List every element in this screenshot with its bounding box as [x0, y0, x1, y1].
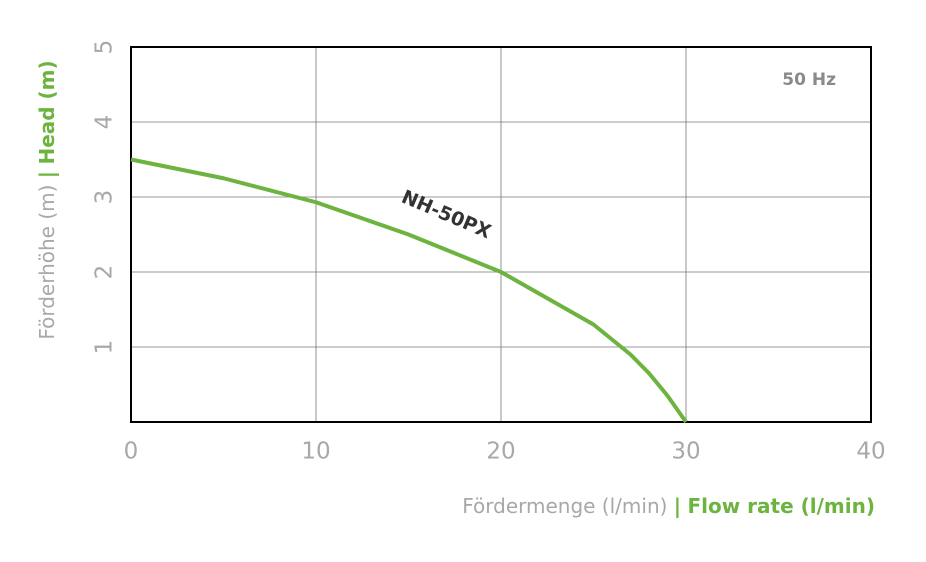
y-tick-label: 1 [92, 340, 118, 355]
y-label-sep: | [35, 171, 59, 178]
plot-border [130, 46, 872, 423]
y-axis-label: Förderhöhe (m) | Head (m) [35, 60, 59, 339]
x-tick-label: 40 [856, 439, 885, 465]
y-label-en: Head (m) [35, 60, 59, 164]
y-tick-label: 3 [92, 190, 118, 205]
y-tick-label: 5 [92, 40, 118, 55]
x-tick-label: 20 [486, 439, 515, 465]
y-label-de: Förderhöhe (m) [35, 185, 59, 340]
x-tick-label: 10 [301, 439, 330, 465]
x-label-sep: | [674, 494, 681, 518]
x-tick-label: 30 [671, 439, 700, 465]
y-tick-label: 4 [92, 115, 118, 130]
y-tick-label: 2 [92, 265, 118, 280]
x-label-de: Fördermenge (l/min) [462, 494, 667, 518]
x-tick-label: 0 [124, 439, 139, 465]
x-label-en: Flow rate (l/min) [687, 494, 875, 518]
x-axis-label: Fördermenge (l/min) | Flow rate (l/min) [462, 494, 875, 518]
line [130, 157, 688, 424]
annotation: 50 Hz [782, 70, 836, 90]
